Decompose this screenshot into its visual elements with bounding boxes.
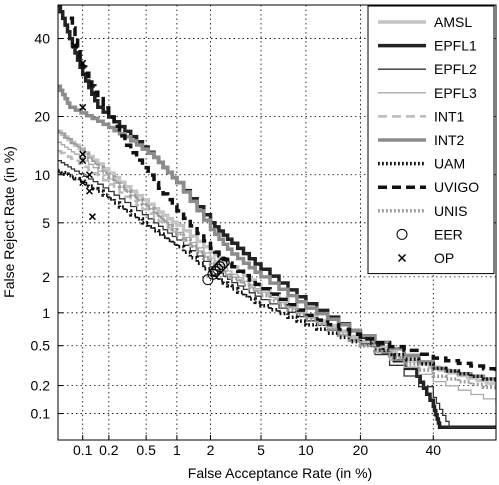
y-tick-label: 5: [42, 215, 50, 231]
legend-label-epfl3: EPFL3: [434, 85, 477, 101]
legend-label-amsl: AMSL: [434, 14, 472, 30]
y-tick-label: 20: [34, 108, 50, 124]
eer-point-unis: [209, 266, 221, 278]
op-point-amsl: [85, 171, 93, 179]
x-tick-label: 2: [207, 442, 215, 458]
x-tick-label: 20: [353, 442, 369, 458]
legend-label-epfl2: EPFL2: [434, 61, 477, 77]
op-point-uam: [88, 213, 96, 221]
y-tick-label: 0.2: [31, 378, 51, 394]
x-axis-label: False Acceptance Rate (in %): [188, 465, 372, 481]
op-point-int2: [79, 103, 87, 111]
y-tick-label: 40: [34, 31, 50, 47]
y-axis-label: False Reject Rate (in %): [1, 146, 17, 298]
y-tick-label: 0.5: [31, 338, 51, 354]
legend-label-op: OP: [434, 250, 454, 266]
x-tick-label: 40: [425, 442, 441, 458]
x-tick-label: 1: [173, 442, 181, 458]
op-point-epfl1: [71, 41, 79, 49]
eer-point-uam: [202, 274, 214, 286]
series-line-unis: [58, 129, 496, 390]
x-tick-label: 10: [298, 442, 314, 458]
x-tick-label: 0.5: [136, 442, 156, 458]
legend-label-int2: INT2: [434, 132, 465, 148]
x-tick-label: 0.2: [99, 442, 119, 458]
legend-swatch-op: [397, 253, 407, 263]
legend-label-uam: UAM: [434, 156, 465, 172]
legend-label-eer: EER: [434, 226, 463, 242]
y-axis-ticks: 0.1 0.2 0.5 1 2 5 10 20 40: [31, 31, 63, 422]
legend-label-uvigo: UVIGO: [434, 179, 479, 195]
op-point-epfl2: [85, 187, 93, 195]
legend: AMSL EPFL1 EPFL2 EPFL3 INT1 INT2 UAM UVIGO UNIS E…: [367, 5, 495, 275]
series-line-uvigo: [69, 16, 496, 372]
markers: [71, 41, 230, 286]
legend-label-unis: UNIS: [434, 203, 467, 219]
x-tick-label: 5: [257, 442, 265, 458]
y-tick-label: 0.1: [31, 406, 51, 422]
legend-label-int1: INT1: [434, 108, 465, 124]
y-tick-label: 2: [42, 269, 50, 285]
op-point-epfl3: [79, 157, 87, 165]
op-point-unis: [79, 150, 87, 158]
series-line-epfl2: [58, 160, 496, 428]
curves: [58, 5, 496, 430]
eer-point-int2: [216, 258, 228, 270]
x-axis-ticks: 0.1 0.2 0.5 1 2 5 10 20 40: [73, 435, 441, 458]
y-tick-label: 1: [42, 305, 50, 321]
op-point-uvigo: [79, 59, 87, 67]
y-tick-label: 10: [34, 167, 50, 183]
legend-label-epfl1: EPFL1: [434, 38, 477, 54]
legend-swatch-eer: [396, 228, 408, 240]
op-point-int1: [79, 179, 87, 187]
x-tick-label: 0.1: [73, 442, 93, 458]
